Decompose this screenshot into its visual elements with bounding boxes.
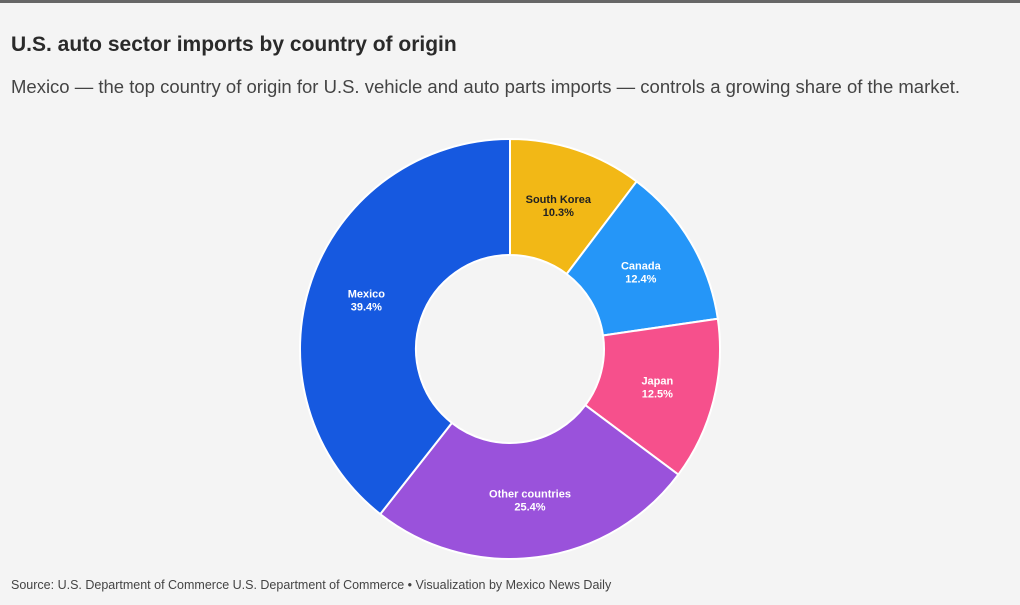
slice-value: 12.4% xyxy=(625,274,656,286)
slice-value: 39.4% xyxy=(351,301,382,313)
slice-name: Other countries xyxy=(489,489,571,501)
slice-value: 10.3% xyxy=(543,207,574,219)
chart-subtitle: Mexico — the top country of origin for U… xyxy=(11,76,961,97)
slice-value: 12.5% xyxy=(642,388,673,400)
source-separator: • xyxy=(404,578,416,592)
chart-title: U.S. auto sector imports by country of o… xyxy=(11,33,457,56)
slice-name: South Korea xyxy=(526,194,592,206)
visualization-credit: Visualization by Mexico News Daily xyxy=(415,578,612,592)
slice-name: Japan xyxy=(641,375,673,387)
slice-label-mexico: Mexico 39.4% xyxy=(348,288,386,313)
slice-label-canada: Canada 12.4% xyxy=(621,261,662,286)
source-text: U.S. Department of Commerce U.S. Departm… xyxy=(57,578,405,592)
slice-name: Mexico xyxy=(348,288,386,300)
slice-mexico[interactable] xyxy=(299,137,511,516)
slice-label-south-korea: South Korea 10.3% xyxy=(526,194,592,219)
slice-name: Canada xyxy=(621,261,662,273)
slice-label-other-countries: Other countries 25.4% xyxy=(489,489,571,514)
top-rule xyxy=(0,0,1020,3)
slice-value: 25.4% xyxy=(514,502,545,514)
slice-other-countries[interactable] xyxy=(378,403,680,560)
slice-label-japan: Japan 12.5% xyxy=(641,375,673,400)
source-line: Source: U.S. Department of Commerce U.S.… xyxy=(11,578,611,592)
source-label: Source: xyxy=(11,578,58,592)
